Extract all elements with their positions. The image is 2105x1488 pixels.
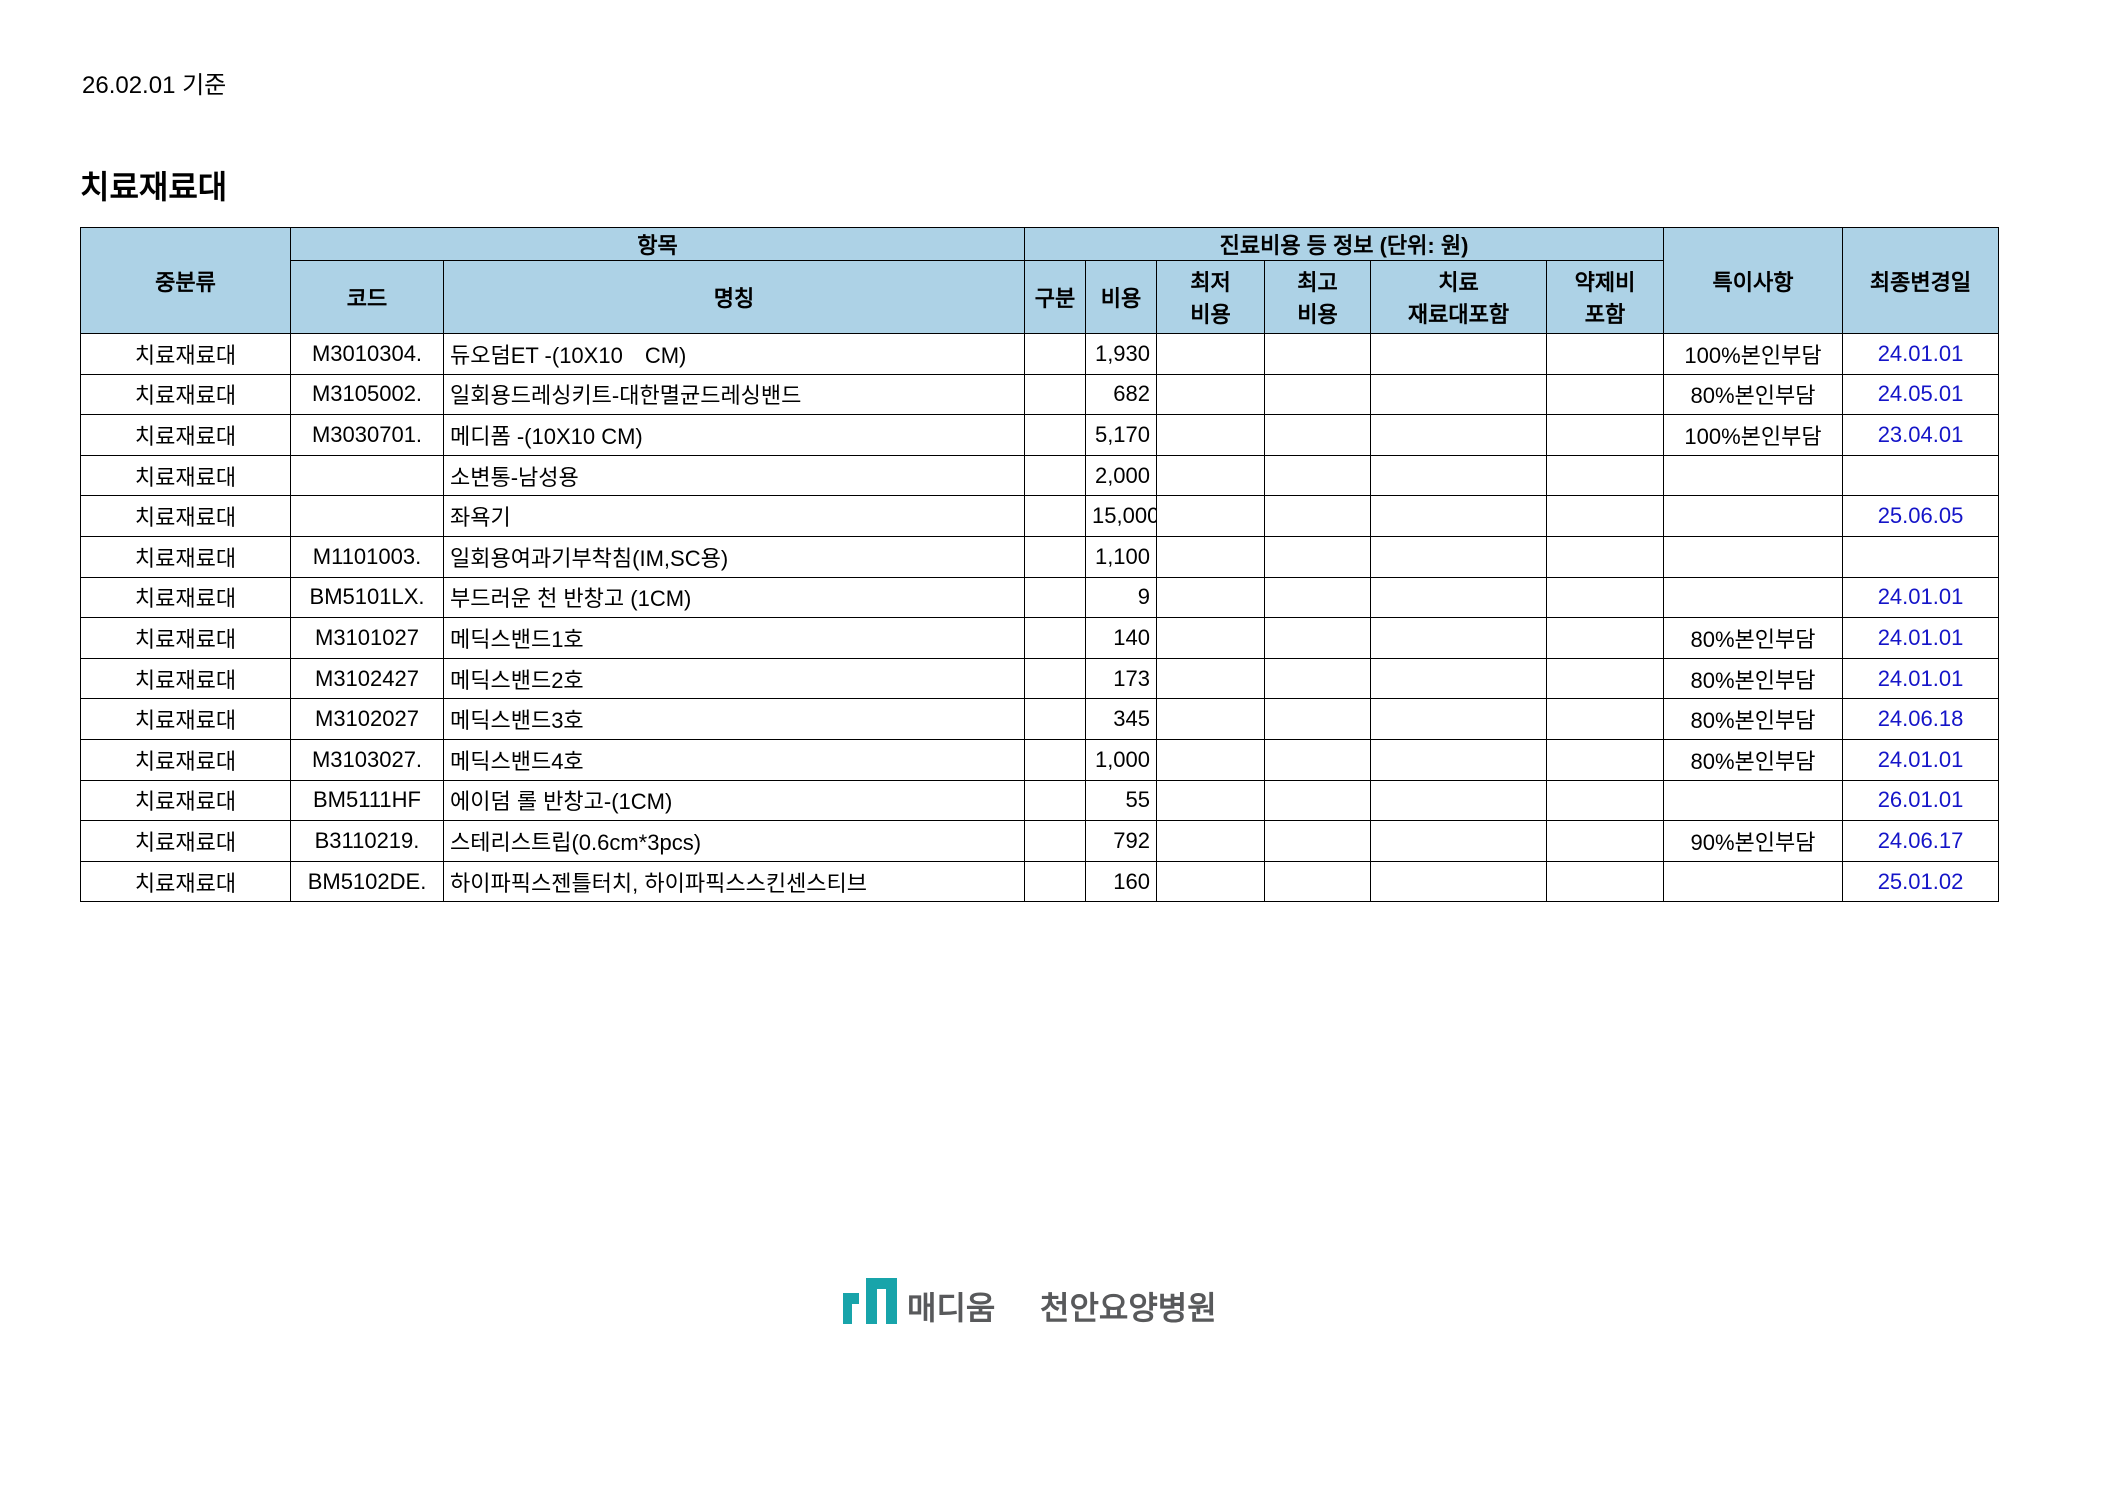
svg-text:매디움: 매디움	[907, 1290, 995, 1326]
svg-text:천안요양병원: 천안요양병원	[1040, 1290, 1217, 1326]
